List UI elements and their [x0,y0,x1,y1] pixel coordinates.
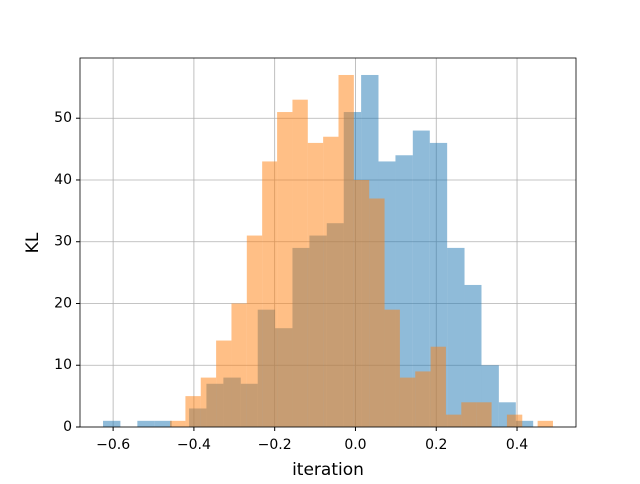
hist-bar [506,414,523,427]
y-tick-label: 20 [54,295,72,311]
hist-bar [170,420,186,427]
plot-frame [79,57,577,428]
hist-bar [447,247,465,427]
x-tick-label: −0.2 [258,437,292,453]
y-axis-label: KL [23,232,43,253]
hist-bar [369,198,385,427]
hist-bar [399,377,416,427]
y-tick-label: 50 [54,110,72,126]
hist-bar [216,340,232,427]
hist-bar [307,142,324,427]
hist-bar [384,309,400,427]
hist-bar [277,112,293,427]
hist-bar [231,303,247,427]
hist-bar [515,420,534,427]
hist-bar [537,420,553,427]
hist-bar [353,179,370,427]
hist-bar [338,74,354,427]
hist-bar [412,130,430,427]
hist-bar [430,346,446,427]
y-tick-label: 10 [54,357,72,373]
x-tick-label: −0.4 [177,437,211,453]
hist-bar [200,377,217,427]
hist-bar [476,402,492,427]
x-tick-label: 0.2 [425,437,447,453]
hist-bar [292,99,308,428]
x-tick-label: −0.6 [96,437,130,453]
hist-bar [262,161,278,427]
x-tick-label: 0.0 [344,437,366,453]
y-tick-label: 40 [54,172,72,188]
hist-bar [464,284,482,427]
y-tick-label: 0 [63,419,72,435]
hist-bar [185,396,201,427]
x-axis-label: iteration [292,460,364,480]
hist-bar [461,402,477,427]
hist-bar [137,420,155,427]
hist-bar [154,420,172,427]
y-tick-label: 30 [54,234,72,250]
x-tick-label: 0.4 [506,437,528,453]
hist-bar [246,235,263,427]
hist-bar [445,414,462,427]
hist-bar [103,420,121,427]
hist-bar [323,136,339,427]
hist-bar [415,371,431,427]
